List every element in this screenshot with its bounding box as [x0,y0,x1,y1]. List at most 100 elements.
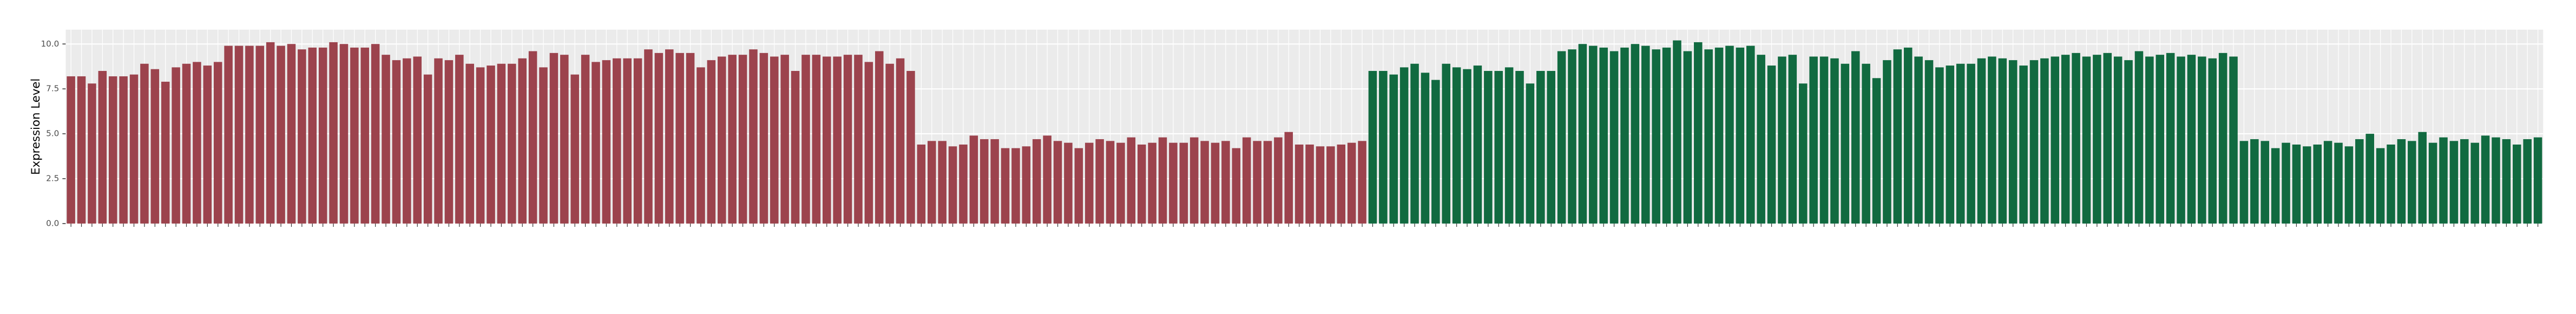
bar [1431,80,1440,224]
bar [823,56,831,224]
bar [1274,137,1283,224]
bar [1158,137,1167,224]
bar [2029,60,2039,224]
bar [623,58,632,224]
bar [2208,58,2217,224]
bar [770,56,779,224]
bar [1263,141,1272,224]
bar [2082,56,2091,224]
bar [938,141,947,224]
bar [2040,58,2049,224]
bar [1526,83,1535,224]
bar [465,63,474,224]
bar [2408,141,2416,224]
bar [1011,148,1020,224]
bar [1883,60,1891,224]
bar [2344,146,2354,224]
bar [1935,67,1944,224]
bar [2533,137,2542,224]
bar [2103,53,2112,224]
bar [497,63,506,224]
bar [77,76,86,224]
bar [1714,47,1724,224]
y-tick-label: 2.5 [46,174,59,184]
bar [172,67,180,224]
bar [360,47,370,224]
bar [1484,71,1493,224]
bar [1924,60,1934,224]
bar [969,135,978,224]
bar [1851,51,1860,224]
bar [2134,51,2144,224]
bar [1494,71,1503,224]
bar [434,58,443,224]
bar [2166,53,2175,224]
bar [193,62,201,224]
bar [224,45,233,224]
bar [1116,142,1125,224]
bar [2428,142,2437,224]
bar [728,55,737,224]
bar [98,71,107,224]
bar [980,139,989,224]
bar [570,74,579,224]
bar [738,55,747,224]
bar [2093,55,2101,224]
bar [2323,141,2332,224]
bar [1421,73,1430,224]
bar [2470,142,2479,224]
bar [812,55,821,224]
bar [1410,63,1419,224]
bar [382,55,390,224]
bar [2156,55,2165,224]
bar [1169,142,1178,224]
bar [990,139,999,224]
bar [1032,139,1041,224]
y-tick-label: 7.5 [46,84,59,94]
bar [1830,58,1839,224]
bar [1358,141,1366,224]
bar [1179,142,1188,224]
bar [1399,67,1409,224]
bar [1652,49,1660,224]
bar [1725,45,1734,224]
bar [119,76,128,224]
bar [843,55,852,224]
bar [1284,132,1293,224]
bar [1673,40,1681,224]
bar [1903,47,1913,224]
bar [1998,58,2007,224]
bar [2376,148,2385,224]
bar [108,76,117,224]
bar [1106,141,1115,224]
bar [1211,142,1220,224]
bar [213,62,222,224]
bar [150,69,160,224]
bar [1641,45,1650,224]
bar [780,55,789,224]
bar [329,42,338,224]
bar [1841,63,1850,224]
bar [1379,71,1388,224]
bar [2303,146,2311,224]
bar [1736,47,1745,224]
bar [2124,60,2133,224]
bar [2051,56,2060,224]
bar [2187,55,2196,224]
bar [1074,148,1083,224]
bar [1683,51,1692,224]
bar [277,45,285,224]
bar [508,63,516,224]
bar [2229,56,2238,224]
bar [1200,141,1209,224]
bar [161,81,170,224]
bar [1148,142,1156,224]
bar [2282,142,2290,224]
bar [2387,145,2395,224]
bar [2008,60,2018,224]
bar [2418,132,2427,224]
bar [1862,63,1870,224]
bar [801,55,810,224]
